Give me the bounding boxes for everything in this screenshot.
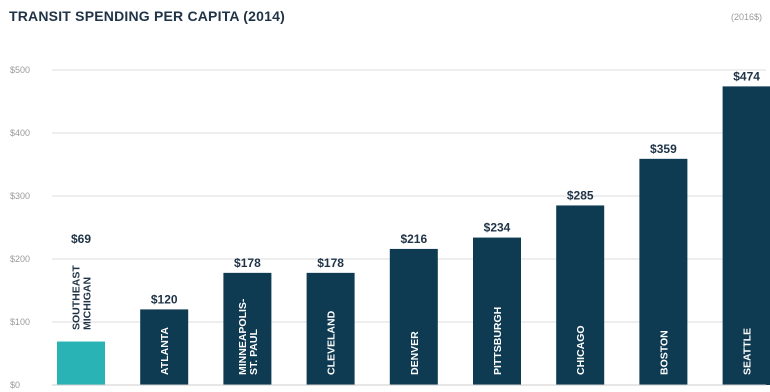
value-label: $69 <box>71 232 91 246</box>
category-label: MINNEAPOLIS- <box>237 298 249 375</box>
value-label: $178 <box>234 256 261 270</box>
y-tick-label: $400 <box>10 128 30 138</box>
bar <box>223 272 272 385</box>
value-label: $359 <box>650 142 677 156</box>
value-label: $234 <box>484 221 511 235</box>
bar <box>57 341 105 385</box>
value-label: $474 <box>733 69 760 83</box>
bar <box>473 237 521 385</box>
bar <box>639 158 688 385</box>
y-tick-label: $500 <box>10 65 30 75</box>
category-label: PITTSBURGH <box>492 307 504 375</box>
unit-note: (2016$) <box>730 12 762 22</box>
category-label: SOUTHEAST <box>71 265 83 330</box>
bar <box>722 86 770 385</box>
y-tick-label: $100 <box>10 317 30 327</box>
bar <box>140 309 189 385</box>
bar <box>556 205 605 385</box>
category-label: ST. PAUL <box>248 329 260 375</box>
bar <box>306 272 355 385</box>
category-label: BOSTON <box>658 330 670 375</box>
value-label: $285 <box>567 188 594 202</box>
value-label: $120 <box>151 292 178 306</box>
category-label: SEATTLE <box>742 328 754 375</box>
value-label: $178 <box>317 256 344 270</box>
y-tick-label: $200 <box>10 254 30 264</box>
category-label: CLEVELAND <box>326 310 338 375</box>
chart-title: TRANSIT SPENDING PER CAPITA (2014) <box>9 8 285 24</box>
y-tick-label: $300 <box>10 191 30 201</box>
category-label: DENVER <box>409 331 421 375</box>
category-label: CHICAGO <box>575 325 587 375</box>
category-label: MICHIGAN <box>82 277 94 330</box>
category-label: ATLANTA <box>159 327 171 375</box>
value-label: $216 <box>400 232 427 246</box>
y-tick-label: $0 <box>10 380 20 390</box>
bar <box>389 248 438 385</box>
